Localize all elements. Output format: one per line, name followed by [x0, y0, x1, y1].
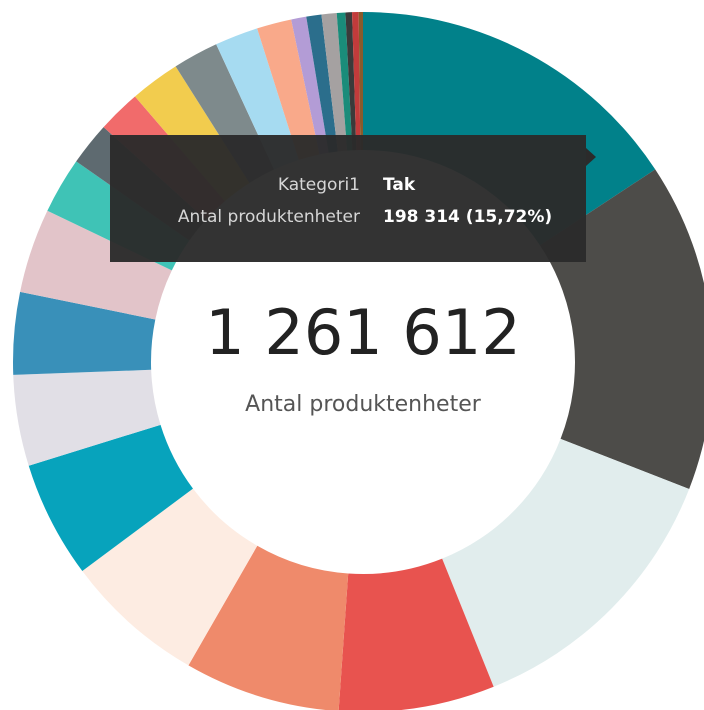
donut-segment [28, 424, 193, 572]
donut-segment [188, 545, 349, 710]
center-subtitle: Antal produktenheter [245, 392, 482, 417]
donut-segment [321, 12, 348, 152]
donut-segment [352, 12, 361, 151]
tooltip-value: Tak [383, 175, 416, 195]
donut-segment [338, 558, 494, 710]
donut-segment [13, 291, 156, 375]
donut-segment [13, 369, 161, 466]
donut-segment [257, 19, 320, 160]
donut-segment [306, 14, 338, 153]
donut-segment [442, 438, 690, 687]
center-total: 1 261 612 [205, 296, 521, 369]
donut-segment [336, 12, 353, 151]
tooltip-value: 198 314 (15,72%) [383, 207, 552, 227]
donut-segment [216, 28, 299, 170]
tooltip-box [110, 135, 586, 262]
tooltip-pointer [586, 148, 596, 166]
donut-segment [358, 12, 363, 151]
donut-segment [20, 210, 172, 320]
tooltip-field: Antal produktenheter [178, 207, 360, 227]
tooltip-field: Kategori1 [278, 175, 360, 195]
donut-segment [345, 12, 357, 151]
donut-segment [291, 16, 329, 155]
tooltip: Kategori1 Tak Antal produktenheter 198 3… [110, 135, 596, 262]
donut-segment [82, 488, 258, 666]
